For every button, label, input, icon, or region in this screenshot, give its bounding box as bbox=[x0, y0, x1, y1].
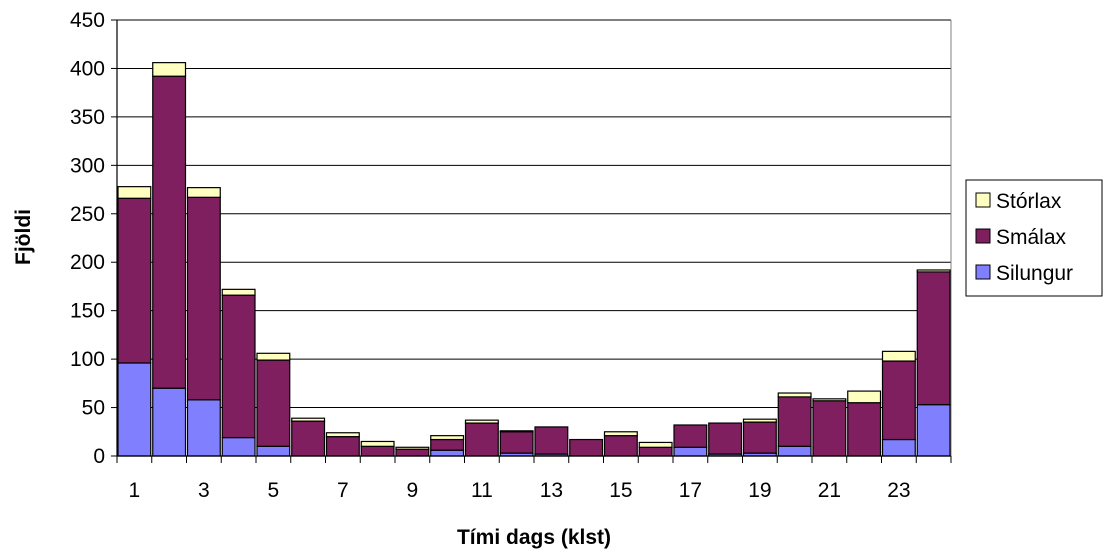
bar-segment bbox=[152, 75, 187, 389]
x-tick-label: 13 bbox=[540, 479, 563, 502]
bar-segment bbox=[291, 420, 326, 457]
x-tick-label: 3 bbox=[198, 479, 210, 502]
y-tick-label: 0 bbox=[93, 445, 105, 468]
x-tick-label: 5 bbox=[268, 479, 280, 502]
x-tick-label: 7 bbox=[337, 479, 349, 502]
y-tick-label: 250 bbox=[70, 203, 105, 226]
bar-segment bbox=[881, 438, 916, 457]
bar-segment bbox=[395, 448, 430, 457]
bar-segment bbox=[708, 422, 743, 455]
y-tick-label: 50 bbox=[82, 397, 105, 420]
bar-segment bbox=[325, 432, 360, 438]
y-tick-label: 350 bbox=[70, 106, 105, 129]
bar-segment bbox=[673, 424, 708, 448]
bar-segment bbox=[603, 431, 638, 437]
bar-segment bbox=[638, 441, 673, 448]
bar-segment bbox=[847, 402, 882, 457]
bar-segment bbox=[152, 387, 187, 457]
bar-segment bbox=[916, 404, 951, 457]
y-tick-label: 450 bbox=[70, 9, 105, 32]
bar-segment bbox=[812, 398, 847, 402]
bar-segment bbox=[673, 446, 708, 457]
bar-segment bbox=[881, 350, 916, 362]
bar-segment bbox=[325, 436, 360, 457]
bar-segment bbox=[256, 359, 291, 447]
axes bbox=[111, 19, 952, 463]
bar-segment bbox=[742, 421, 777, 454]
y-tick-label: 150 bbox=[70, 300, 105, 323]
x-tick-labels: 1 3 5 7 9 11 13 15 17 19 21 23 bbox=[129, 479, 911, 502]
bar-segment bbox=[117, 362, 152, 457]
legend-swatch bbox=[975, 228, 991, 244]
bars bbox=[117, 62, 951, 457]
legend-swatch bbox=[975, 264, 991, 280]
x-tick-label: 15 bbox=[609, 479, 632, 502]
bar-segment bbox=[117, 186, 152, 199]
legend: Stórlax Smálax Silungur bbox=[965, 179, 1103, 297]
legend-label: Stórlax bbox=[996, 190, 1062, 213]
x-tick-label: 1 bbox=[129, 479, 141, 502]
bar-segment bbox=[742, 418, 777, 423]
x-tick-label: 19 bbox=[748, 479, 771, 502]
bar-segment bbox=[812, 400, 847, 457]
x-tick-label: 17 bbox=[679, 479, 702, 502]
bar-segment bbox=[464, 422, 499, 457]
x-axis-title: Tími dags (klst) bbox=[457, 526, 611, 549]
bar-segment bbox=[221, 294, 256, 439]
bar-segment bbox=[847, 390, 882, 404]
bar-segment bbox=[534, 426, 569, 455]
bar-segment bbox=[221, 436, 256, 457]
bar-segment bbox=[777, 396, 812, 447]
bar-segment bbox=[603, 435, 638, 457]
bar-segment bbox=[152, 62, 187, 77]
bar-segment bbox=[464, 419, 499, 424]
bar-segment bbox=[256, 445, 291, 457]
bar-segment bbox=[186, 399, 221, 457]
bar-segment bbox=[499, 430, 534, 433]
x-tick-label: 23 bbox=[887, 479, 910, 502]
y-tick-label: 300 bbox=[70, 154, 105, 177]
bar-segment bbox=[395, 446, 430, 450]
legend-label: Smálax bbox=[996, 226, 1067, 249]
y-tick-label: 100 bbox=[70, 348, 105, 371]
bar-segment bbox=[881, 360, 916, 441]
legend-label: Silungur bbox=[996, 262, 1073, 285]
bar-segment bbox=[430, 438, 465, 451]
bar-segment bbox=[186, 196, 221, 401]
bar-segment bbox=[777, 445, 812, 457]
bar-segment bbox=[117, 197, 152, 364]
legend-swatch bbox=[975, 192, 991, 208]
x-tick-label: 11 bbox=[471, 479, 493, 502]
y-tick-label: 200 bbox=[70, 251, 105, 274]
bar-segment bbox=[916, 269, 951, 273]
bar-segment bbox=[916, 271, 951, 406]
bar-segment bbox=[499, 431, 534, 454]
y-tick-labels: 0 50 100 150 200 250 300 350 400 450 bbox=[70, 9, 105, 468]
bar-segment bbox=[430, 449, 465, 457]
bar-segment bbox=[638, 446, 673, 457]
bar-segment bbox=[777, 392, 812, 398]
y-tick-label: 400 bbox=[70, 57, 105, 80]
bar-segment bbox=[221, 288, 256, 296]
y-axis-title: Fjöldi bbox=[12, 209, 35, 265]
bar-segment bbox=[569, 438, 604, 457]
bar-segment bbox=[360, 445, 395, 457]
bar-segment bbox=[360, 440, 395, 447]
bar-segment bbox=[256, 352, 291, 361]
bar-segment bbox=[186, 187, 221, 198]
bar-segment bbox=[291, 417, 326, 422]
gridlines bbox=[117, 19, 952, 456]
x-tick-label: 9 bbox=[407, 479, 419, 502]
x-tick-label: 21 bbox=[818, 479, 841, 502]
bar-segment bbox=[430, 435, 465, 441]
